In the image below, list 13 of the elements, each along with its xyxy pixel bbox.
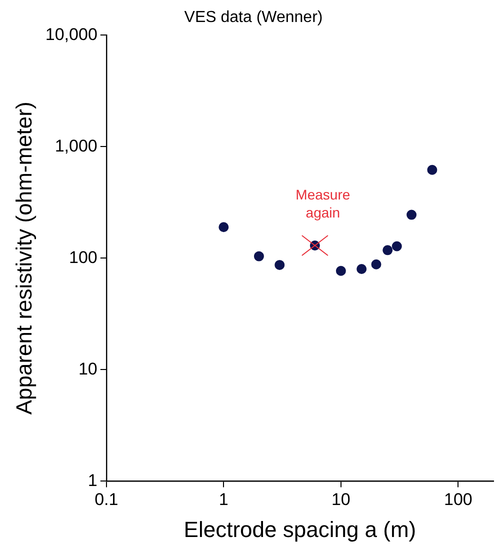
chart-title: VES data (Wenner): [184, 9, 323, 26]
y-axis-title: Apparent resistivity (ohm-meter): [11, 102, 36, 415]
y-tick-label: 100: [69, 248, 98, 267]
annotation: Measure again: [296, 186, 350, 220]
y-tick-label: 1: [88, 470, 98, 490]
y-tick-label: 1,000: [54, 136, 98, 156]
y-tick-label: 10,000: [45, 24, 98, 44]
x-tick-label: 100: [444, 490, 472, 510]
x-axis-title: Electrode spacing a (m): [184, 516, 416, 542]
y-tick-label: 10: [78, 359, 98, 378]
x-tick-label: 0.1: [94, 490, 118, 510]
x-tick-label: 1: [218, 490, 228, 510]
x-tick-label: 10: [331, 490, 350, 510]
